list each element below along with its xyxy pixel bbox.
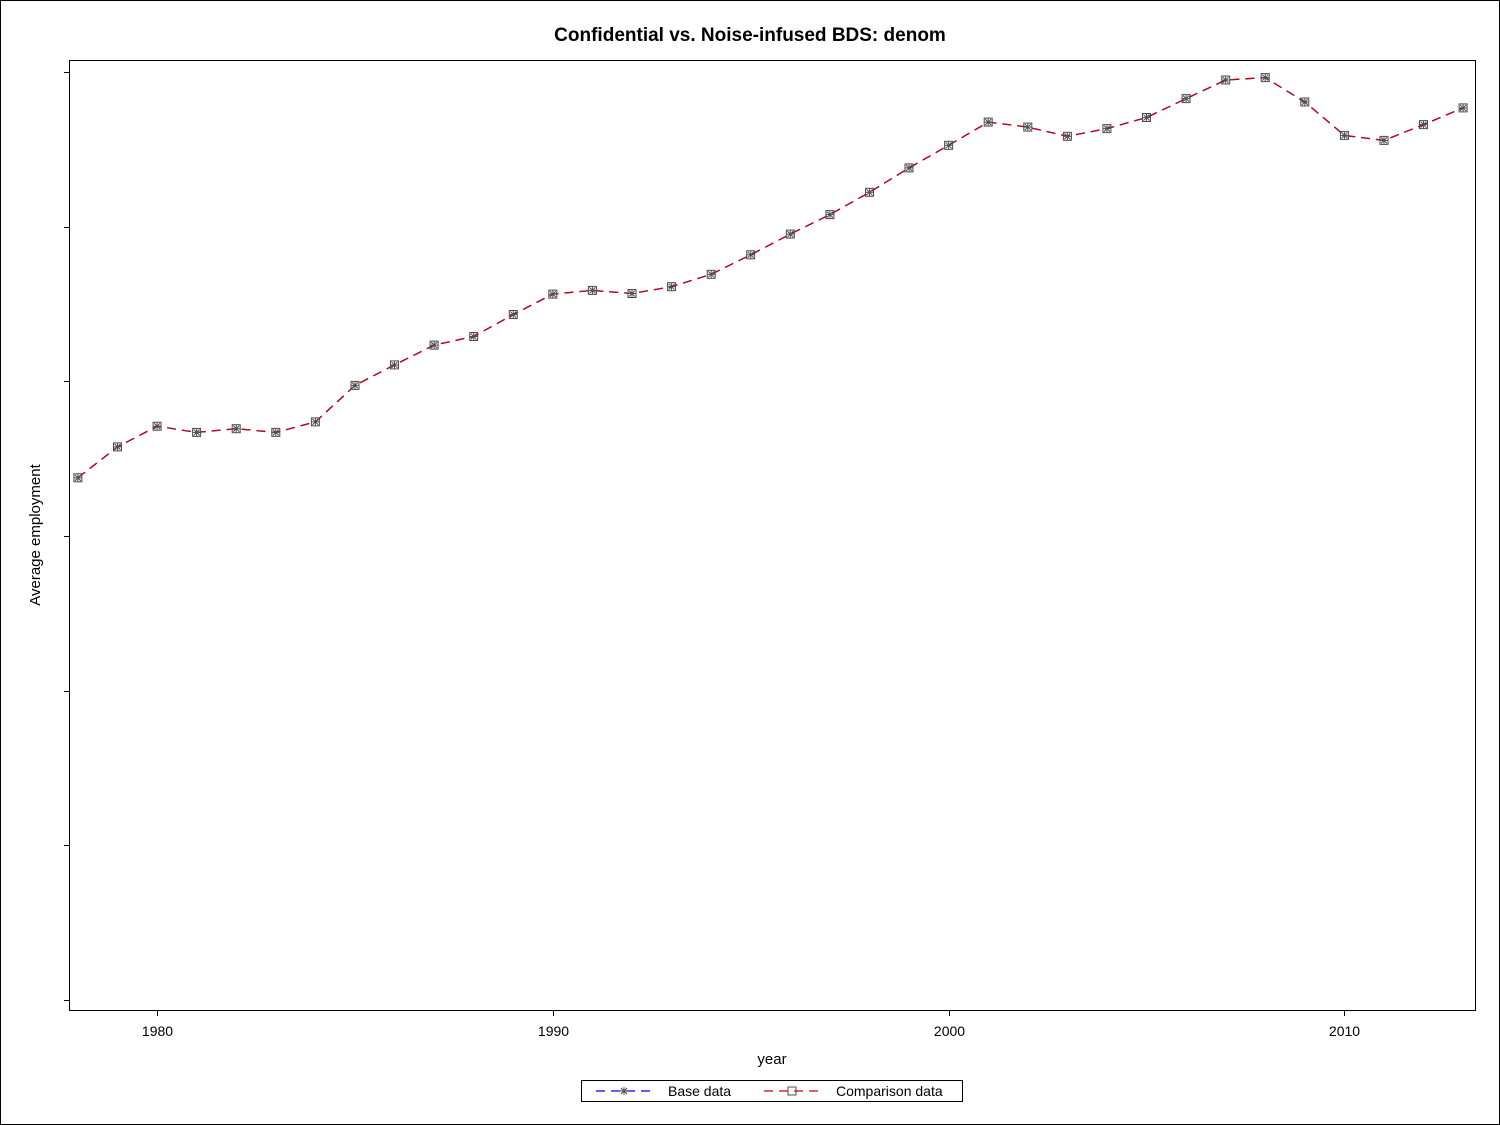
comparison-data-point: [1339, 130, 1349, 140]
base-data-point: [271, 428, 280, 437]
comparison-data-point: [152, 421, 162, 431]
comparison-data-point: [1181, 94, 1191, 104]
base-data-point: [350, 381, 359, 390]
base-data-point: [707, 270, 716, 279]
base-data-point: [1261, 73, 1270, 82]
comparison-data-point: [1260, 73, 1270, 83]
comparison-data-point: [310, 417, 320, 427]
comparison-data-point: [73, 473, 83, 483]
base-data-point: [1459, 103, 1468, 112]
base-data-point: [628, 289, 636, 298]
legend-label-comparison: Comparison data: [836, 1083, 943, 1099]
comparison-data-point: [627, 289, 637, 298]
comparison-data-point: [1221, 75, 1231, 85]
base-data-point: [1300, 98, 1309, 107]
comparison-data-point: [944, 140, 954, 150]
base-data-point: [390, 360, 399, 369]
comparison-data-point: [390, 360, 399, 370]
comparison-data-point: [1379, 135, 1389, 145]
comparison-data-point: [587, 285, 597, 295]
base-data-point: [311, 417, 320, 426]
base-data-point: [509, 310, 518, 319]
comparison-data-point: [429, 340, 439, 350]
comparison-data-point: [1023, 122, 1033, 132]
base-data-point: [430, 341, 439, 350]
x-axis-label: year: [757, 1051, 786, 1068]
comparison-data-line: [77, 76, 1464, 479]
legend-item-comparison: Comparison data: [762, 1081, 943, 1101]
legend: Base data Comparison data: [581, 1080, 963, 1102]
comparison-data-point: [667, 282, 677, 292]
base-data-point: [1379, 136, 1388, 145]
comparison-data-point: [746, 250, 756, 260]
comparison-data-point: [271, 427, 281, 437]
base-data-point: [1023, 123, 1032, 132]
base-data-point: [192, 428, 201, 437]
comparison-data-point: [1419, 120, 1428, 130]
base-data-point: [1182, 94, 1191, 103]
comparison-data-point: [1142, 113, 1151, 122]
base-data-point: [153, 422, 162, 431]
x-tick-label: 2010: [1329, 1023, 1360, 1039]
base-data-point: [667, 282, 676, 291]
comparison-data-point: [1102, 124, 1112, 134]
base-data-point: [548, 290, 557, 299]
comparison-data-point: [865, 187, 874, 197]
base-data-point: [1221, 76, 1230, 85]
comparison-data-point: [785, 229, 795, 239]
base-data-point: [786, 230, 795, 239]
comparison-series-legend-icon: [764, 1086, 820, 1096]
base-data-point: [825, 210, 834, 219]
comparison-data-point: [983, 117, 993, 127]
base-data-point: [469, 332, 478, 341]
base-data-point: [1419, 120, 1428, 129]
comparison-data-point: [231, 424, 241, 434]
legend-item-base: Base data: [594, 1081, 731, 1101]
x-tick-label: 1990: [538, 1023, 569, 1039]
base-series-legend-icon: [596, 1087, 652, 1095]
x-tick-label: 1980: [142, 1023, 173, 1039]
base-data-point: [905, 163, 914, 172]
base-data-point: [984, 118, 993, 127]
comparison-data-point: [192, 427, 202, 437]
base-data-point: [232, 424, 241, 433]
comparison-data-point: [904, 163, 914, 173]
comparison-data-point: [113, 442, 122, 452]
base-data-line: [77, 76, 1464, 479]
comparison-data-point: [1458, 103, 1468, 113]
chart-title: Confidential vs. Noise-infused BDS: deno…: [554, 25, 946, 46]
comparison-data-point: [1062, 131, 1072, 141]
base-data-point: [746, 250, 755, 259]
comparison-data-point: [469, 332, 479, 341]
comparison-data-point: [350, 380, 360, 390]
comparison-data-point: [548, 289, 558, 299]
base-data-point: [1102, 124, 1111, 133]
comparison-data-point: [508, 310, 518, 319]
comparison-data-point: [1300, 97, 1310, 107]
x-tick-label: 2000: [934, 1023, 965, 1039]
comparison-data-point: [825, 210, 835, 220]
plot-area: [69, 60, 1476, 1011]
comparison-data-point: [706, 269, 716, 279]
base-data-point: [113, 442, 122, 451]
base-data-point: [1063, 132, 1072, 141]
base-data-point: [1340, 131, 1349, 140]
base-data-point: [588, 286, 597, 295]
legend-label-base: Base data: [668, 1083, 732, 1099]
base-data-point: [865, 188, 874, 197]
base-data-point: [1142, 113, 1151, 122]
base-data-point: [73, 473, 82, 482]
base-data-point: [944, 141, 953, 150]
y-axis-label: Average employment: [27, 463, 44, 605]
